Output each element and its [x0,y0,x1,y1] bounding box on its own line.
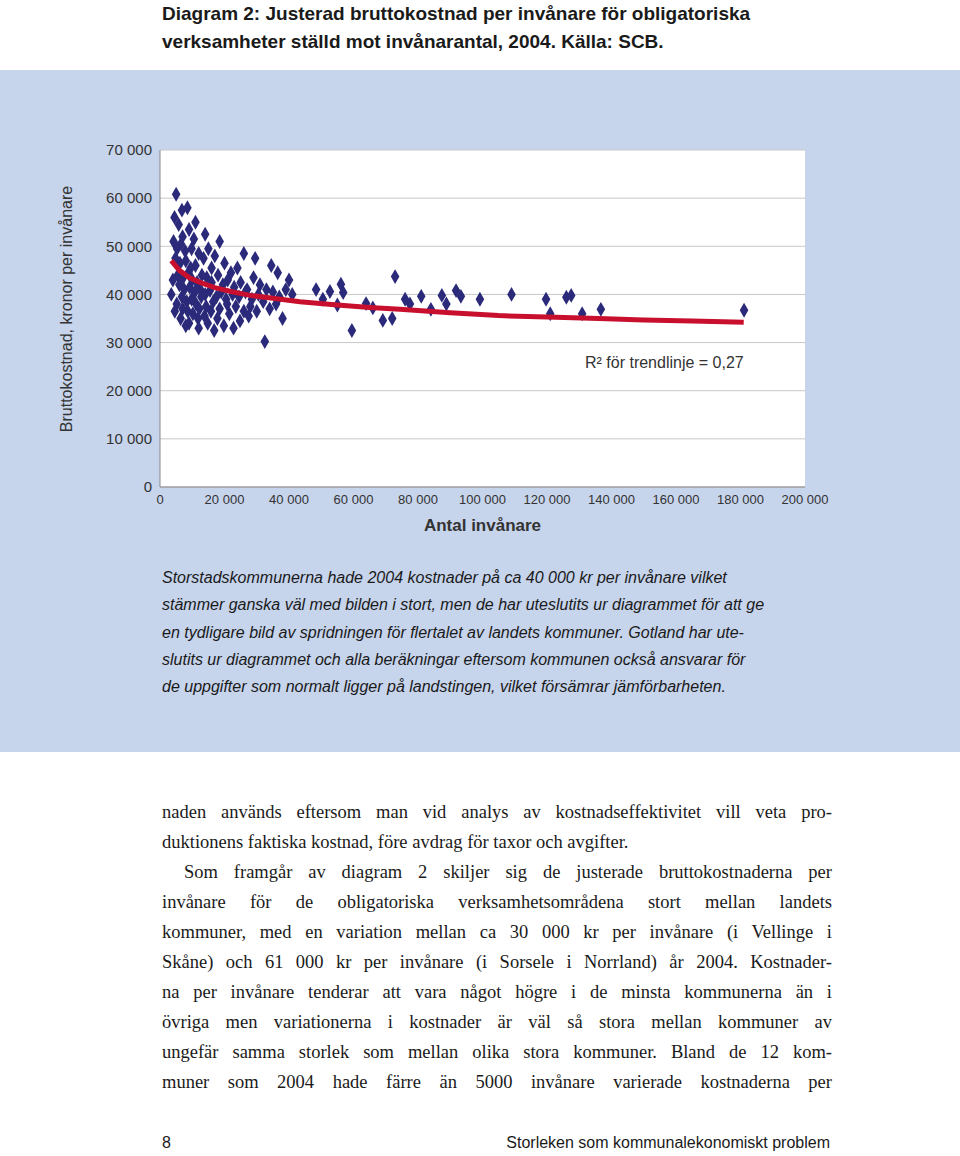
html-text:naden används eftersom man vid: naden används eftersom man vid analys av… [162,802,832,822]
html-text:de uppgifter som normalt ligge: de uppgifter som normalt ligger på lands… [162,678,726,696]
html-text:verksamheter ställd mot invåna: verksamheter ställd mot invånarantal, 20… [162,31,664,52]
svg-text:100 000: 100 000 [459,492,506,507]
svg-text:60 000: 60 000 [106,189,152,206]
html-text:övriga men variationerna i kos: övriga men variationerna i kostnader är … [162,1012,832,1032]
html-text:Skåne) och 61 000 kr per invån: Skåne) och 61 000 kr per invånare (i Sor… [162,952,832,972]
html-text:Storleken som kommunalekonomis: Storleken som kommunalekonomiskt problem [506,1134,830,1151]
html-text:invånare för de obligatoriska: invånare för de obligatoriska verksamhet… [162,892,832,912]
html-text:slutits ur diagrammet och alla: slutits ur diagrammet och alla beräkning… [162,650,746,668]
svg-text:20 000: 20 000 [205,492,245,507]
html-text:Bruttokostnad, kronor per invå: Bruttokostnad, kronor per invånare [58,185,75,433]
svg-text:60 000: 60 000 [334,492,374,507]
html-text:duktionens faktiska kostnad, f: duktionens faktiska kostnad, före avdrag… [162,832,629,852]
svg-text:50 000: 50 000 [106,238,152,255]
svg-text:120 000: 120 000 [524,492,571,507]
svg-text:200 000: 200 000 [782,492,829,507]
svg-text:0: 0 [156,492,163,507]
svg-text:0: 0 [144,478,152,495]
html-text:stämmer ganska väl med bilden: stämmer ganska väl med bilden i stort, m… [162,596,764,614]
svg-text:180 000: 180 000 [717,492,764,507]
svg-text:20 000: 20 000 [106,382,152,399]
html-text:Som framgår av diagram 2 skilj: Som framgår av diagram 2 skiljer sig de … [184,862,832,882]
svg-text:40 000: 40 000 [269,492,309,507]
svg-text:80 000: 80 000 [398,492,438,507]
html-text:en tydligare bild av spridning: en tydligare bild av spridningen för fle… [162,623,744,641]
svg-text:30 000: 30 000 [106,334,152,351]
html-text:8: 8 [162,1134,171,1151]
html-text:Storstadskommunerna hade 2004: Storstadskommunerna hade 2004 kostnader … [162,569,727,586]
html-text:kommuner, med en variation mel: kommuner, med en variation mellan ca 30 … [162,922,832,942]
svg-text:10 000: 10 000 [106,430,152,447]
svg-text:70 000: 70 000 [106,141,152,158]
html-text:R² för trendlinje = 0,27: R² för trendlinje = 0,27 [585,354,744,371]
html-text:muner som 2004 hade färre än 5: muner som 2004 hade färre än 5000 invåna… [162,1072,832,1092]
html-text:Diagram 2: Justerad bruttokost: Diagram 2: Justerad bruttokostnad per in… [162,3,751,24]
html-text:Antal invånare: Antal invånare [423,516,542,535]
svg-text:40 000: 40 000 [106,286,152,303]
html-text:na per invånare tenderar att v: na per invånare tenderar att vara något … [162,982,832,1002]
svg-text:140 000: 140 000 [588,492,635,507]
html-text:ungefär samma storlek som mell: ungefär samma storlek som mellan olika s… [162,1042,832,1062]
svg-text:160 000: 160 000 [653,492,700,507]
